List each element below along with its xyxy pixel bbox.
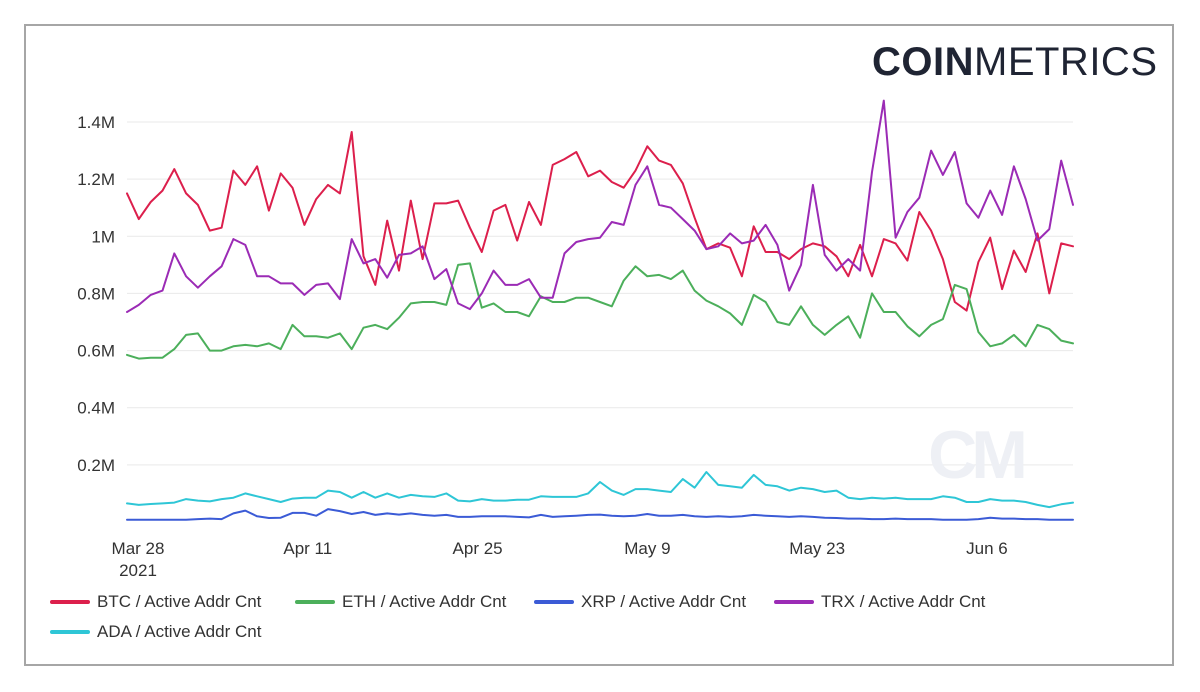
cm-watermark: CM: [928, 417, 1024, 493]
legend-item-trx[interactable]: TRX / Active Addr Cnt: [774, 592, 985, 612]
legend-label: ADA / Active Addr Cnt: [97, 622, 262, 641]
legend-swatch: [295, 600, 335, 604]
legend-label: ETH / Active Addr Cnt: [342, 592, 507, 611]
x-tick-label: May 23: [789, 539, 845, 558]
legend-item-ada[interactable]: ADA / Active Addr Cnt: [50, 622, 261, 642]
legend-swatch: [534, 600, 574, 604]
x-tick-label: Apr 11: [283, 539, 332, 558]
legend-item-eth[interactable]: ETH / Active Addr Cnt: [295, 592, 506, 612]
y-tick-label: 0.4M: [77, 399, 115, 418]
y-axis-ticks: 0.2M 0.4M 0.6M 0.8M 1M 1.2M 1.4M: [77, 113, 115, 475]
y-tick-label: 1M: [91, 227, 115, 246]
series-line-trx: [126, 99, 1074, 313]
legend-swatch: [50, 630, 90, 634]
x-axis-ticks: Mar 28 2021 Apr 11 Apr 25 May 9 May 23 Jun 6: [112, 539, 1008, 580]
x-tick-label: Mar 28: [112, 539, 165, 558]
series-line-eth: [126, 262, 1074, 360]
legend-item-btc[interactable]: BTC / Active Addr Cnt: [50, 592, 261, 612]
chart-frame: [24, 24, 1174, 666]
series-line-ada: [126, 471, 1074, 509]
x-tick-label: Apr 25: [453, 539, 503, 558]
legend-item-xrp[interactable]: XRP / Active Addr Cnt: [534, 592, 746, 612]
x-tick-sublabel: 2021: [119, 561, 157, 580]
grid-lines: [127, 121, 1073, 466]
legend-swatch: [774, 600, 814, 604]
series-line-btc: [126, 131, 1074, 312]
y-tick-label: 0.6M: [77, 342, 115, 361]
y-tick-label: 0.2M: [77, 456, 115, 475]
coinmetrics-logo: COINMETRICS: [872, 40, 1158, 84]
legend-label: TRX / Active Addr Cnt: [821, 592, 986, 611]
legend-swatch: [50, 600, 90, 604]
x-tick-label: Jun 6: [966, 539, 1008, 558]
legend-label: BTC / Active Addr Cnt: [97, 592, 262, 611]
watermark: CM: [928, 417, 1030, 493]
legend-label: XRP / Active Addr Cnt: [581, 592, 747, 611]
series-line-xrp: [126, 508, 1074, 521]
series-lines: [126, 99, 1074, 521]
y-tick-label: 1.2M: [77, 170, 115, 189]
y-tick-label: 0.8M: [77, 284, 115, 303]
y-tick-label: 1.4M: [77, 113, 115, 132]
x-tick-label: May 9: [624, 539, 670, 558]
